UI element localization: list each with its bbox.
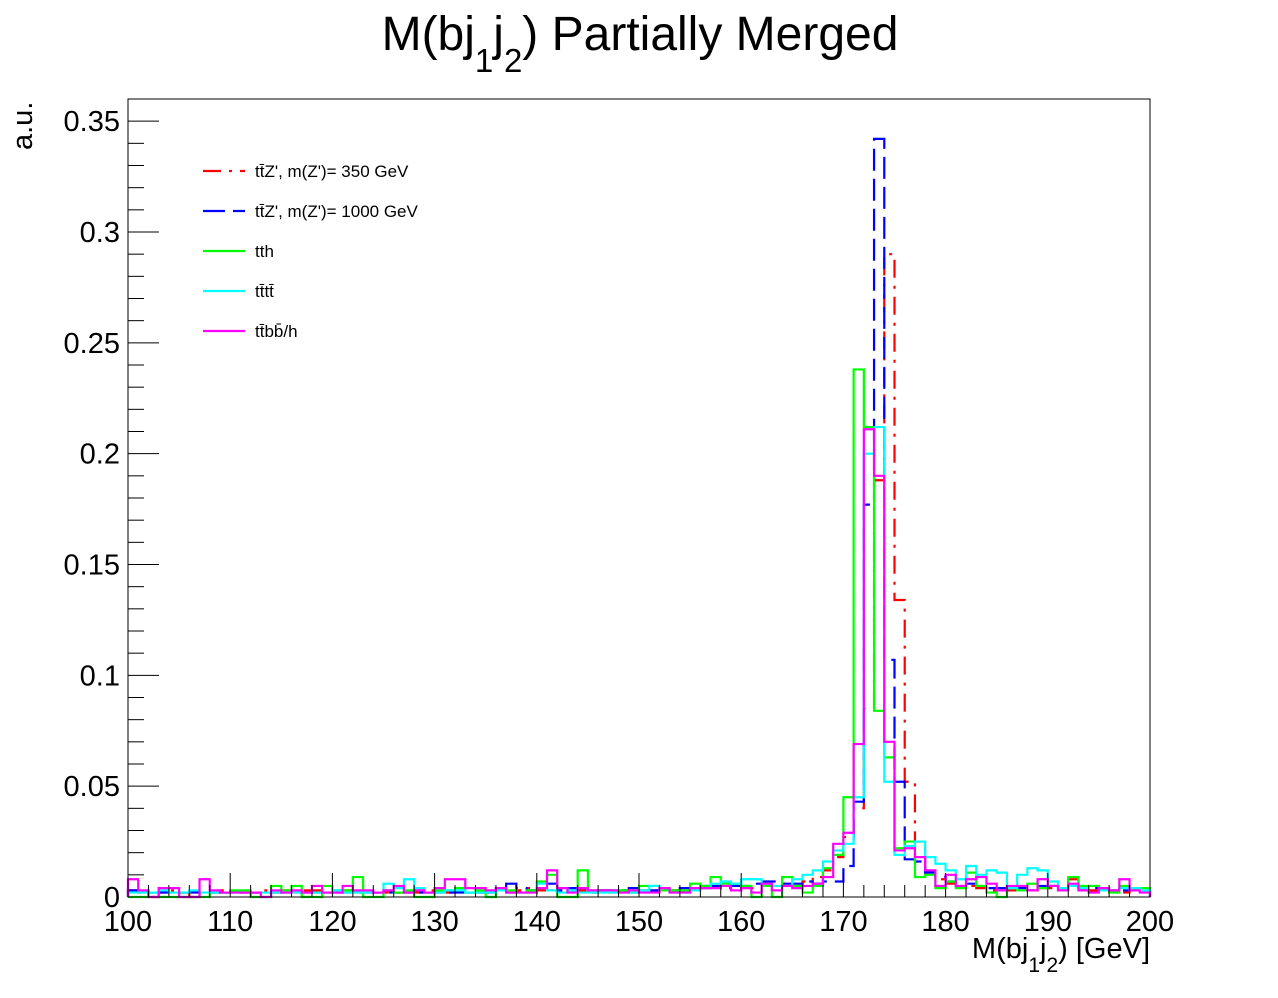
series-line-2 (128, 368, 1152, 899)
y-tick-label: 0.25 (64, 328, 120, 360)
x-tick-label: 120 (308, 906, 356, 938)
y-tick-label: 0.1 (80, 660, 120, 692)
y-axis-label: a.u. (7, 102, 39, 150)
series-line-1 (126, 137, 1152, 897)
legend-label-0: tt̄Z', m(Z')= 350 GeV (255, 162, 409, 181)
legend-label-4: tt̄bb̄/h (255, 322, 298, 341)
x-tick-label: 170 (819, 906, 867, 938)
x-tick-label: 140 (513, 906, 561, 938)
legend: tt̄Z', m(Z')= 350 GeV tt̄Z', m(Z')= 1000 … (203, 162, 419, 341)
x-tick-label: 190 (1024, 906, 1072, 938)
series-line-0 (126, 253, 1152, 899)
x-tick-label: 160 (717, 906, 765, 938)
axes: 100 110 120 130 140 150 160 170 180 190 200 0 0.05 0.… (64, 98, 1174, 938)
y-tick-label: 0.35 (64, 106, 120, 138)
x-tick-label: 100 (104, 906, 152, 938)
series-line-4 (126, 428, 1152, 899)
chart-title: M(bj1j2) Partially Merged (382, 8, 899, 79)
x-axis-label: M(bj1j2) [GeV] (972, 933, 1150, 977)
y-tick-label: 0.05 (64, 771, 120, 803)
y-tick-label: 0.2 (80, 439, 120, 471)
x-tick-label: 150 (615, 906, 663, 938)
y-tick-label: 0.3 (80, 217, 120, 249)
x-tick-label: 110 (207, 906, 253, 938)
legend-label-3: tt̄tt̄ (255, 282, 274, 301)
y-tick-label: 0 (104, 882, 120, 914)
x-tick-label: 130 (410, 906, 458, 938)
x-tick-label: 200 (1126, 906, 1174, 938)
legend-label-1: tt̄Z', m(Z')= 1000 GeV (255, 202, 419, 221)
legend-label-2: tth (255, 242, 274, 261)
series-layer (126, 137, 1152, 899)
x-tick-label: 180 (921, 906, 969, 938)
series-line-3 (126, 425, 1152, 897)
y-tick-label: 0.15 (64, 550, 120, 582)
